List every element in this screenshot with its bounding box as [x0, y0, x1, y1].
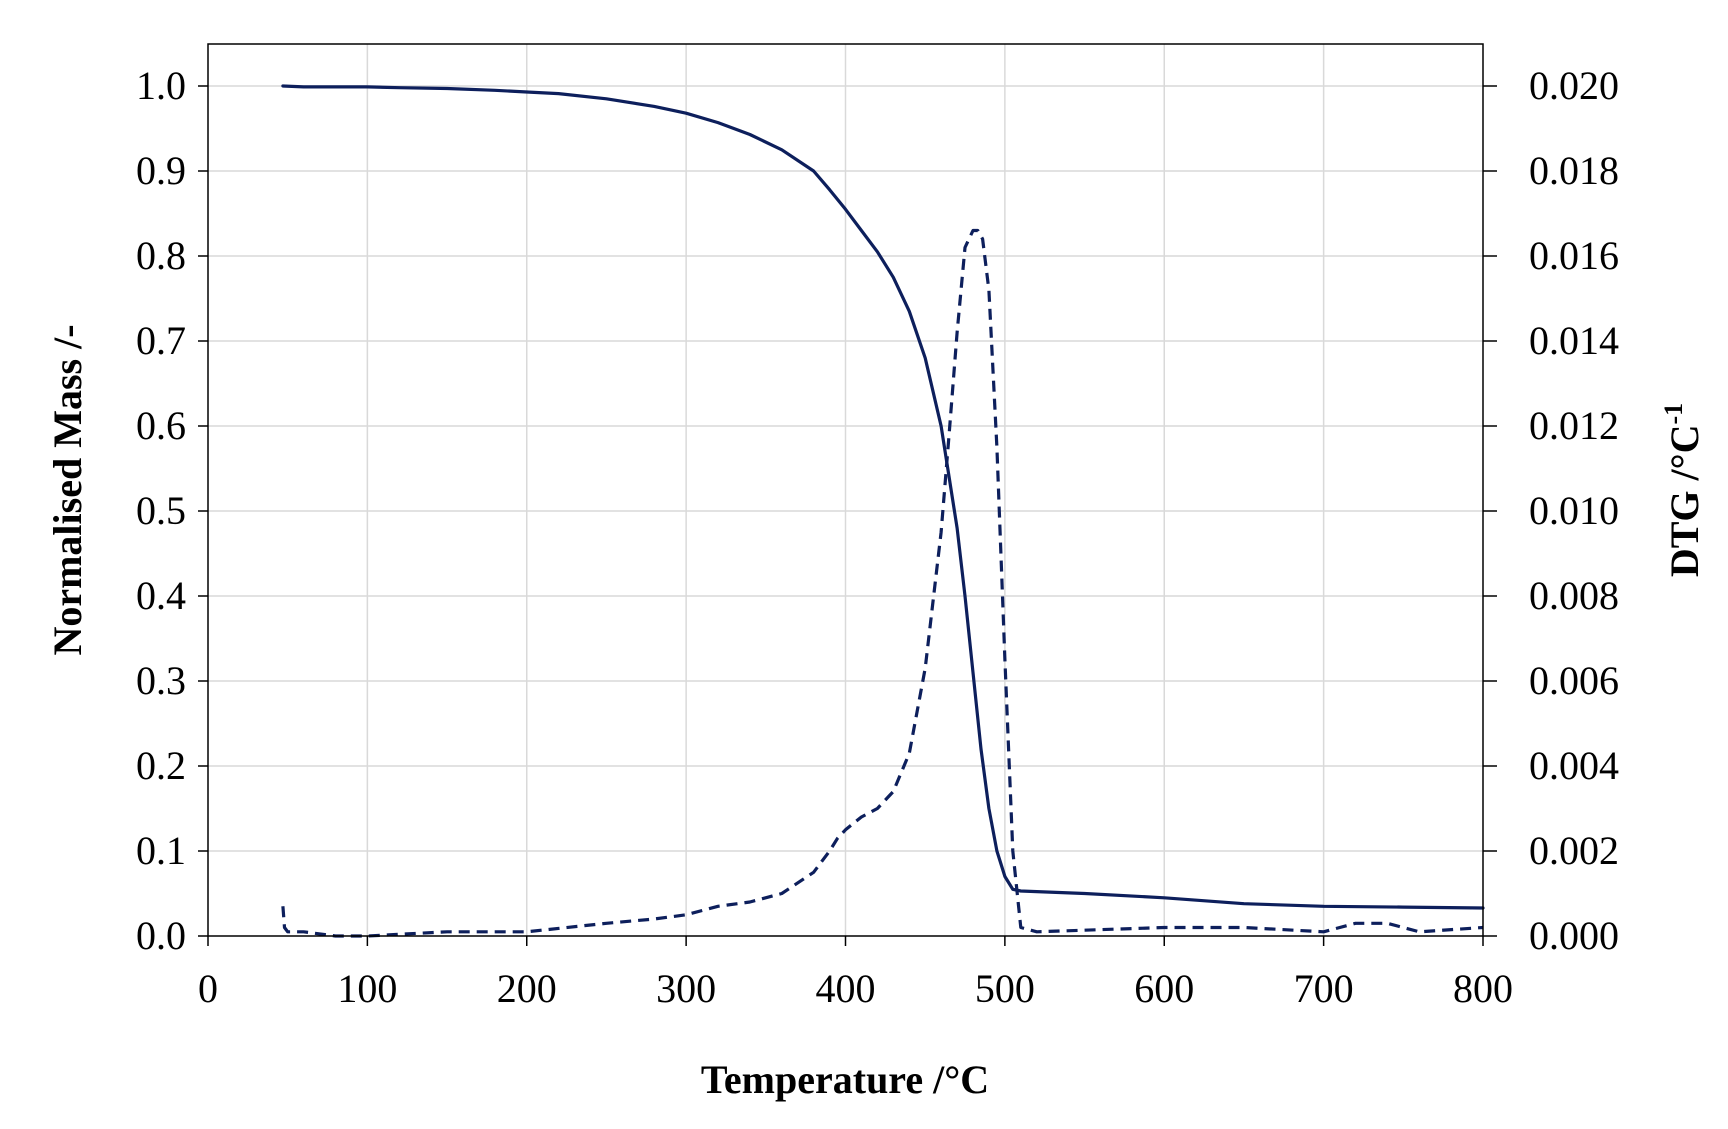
y2-tick-label: 0.004 [1529, 743, 1619, 788]
y-tick-label: 0.4 [136, 573, 186, 618]
series-layer [281, 84, 1485, 938]
x-tick-label: 0 [198, 966, 218, 1011]
x-tick-label: 200 [497, 966, 557, 1011]
y-axis-title: Normalised Mass /- [45, 324, 90, 655]
x-tick-label: 400 [816, 966, 876, 1011]
y2-tick-label: 0.000 [1529, 913, 1619, 958]
y2-tick-label: 0.010 [1529, 488, 1619, 533]
tick-labels: 0 100 200 300 400 500 600 700 800 0.0 0.1 0.2 0.3 0.4… [136, 63, 1619, 1011]
y2-axis-title: DTG /°C-1 [1659, 403, 1707, 577]
x-tick-label: 100 [337, 966, 397, 1011]
dtg-series-line [281, 228, 1484, 938]
y-tick-label: 0.3 [136, 658, 186, 703]
y-tick-label: 0.5 [136, 488, 186, 533]
y2-tick-label: 0.014 [1529, 318, 1619, 363]
x-tick-label: 700 [1294, 966, 1354, 1011]
y-tick-label: 0.6 [136, 403, 186, 448]
y2-tick-label: 0.016 [1529, 233, 1619, 278]
y2-tick-label: 0.002 [1529, 828, 1619, 873]
y2-axis-title-main: DTG /°C [1662, 424, 1707, 577]
gridlines [208, 44, 1483, 936]
x-axis-title: Temperature /°C [701, 1057, 989, 1102]
y2-tick-label: 0.006 [1529, 658, 1619, 703]
y-tick-label: 0.0 [136, 913, 186, 958]
y2-tick-label: 0.020 [1529, 63, 1619, 108]
y-tick-label: 0.9 [136, 148, 186, 193]
y2-tick-label: 0.012 [1529, 403, 1619, 448]
x-tick-label: 600 [1134, 966, 1194, 1011]
y-tick-label: 0.7 [136, 318, 186, 363]
x-tick-label: 800 [1453, 966, 1513, 1011]
y-tick-label: 0.8 [136, 233, 186, 278]
y2-tick-label: 0.008 [1529, 573, 1619, 618]
y-tick-label: 1.0 [136, 63, 186, 108]
x-tick-label: 300 [656, 966, 716, 1011]
mass-series-line [281, 84, 1485, 910]
x-tick-label: 500 [975, 966, 1035, 1011]
axis-ticks [198, 85, 1497, 946]
y2-tick-label: 0.018 [1529, 148, 1619, 193]
y-tick-label: 0.1 [136, 828, 186, 873]
y2-axis-title-superscript: -1 [1659, 403, 1688, 425]
y-tick-label: 0.2 [136, 743, 186, 788]
